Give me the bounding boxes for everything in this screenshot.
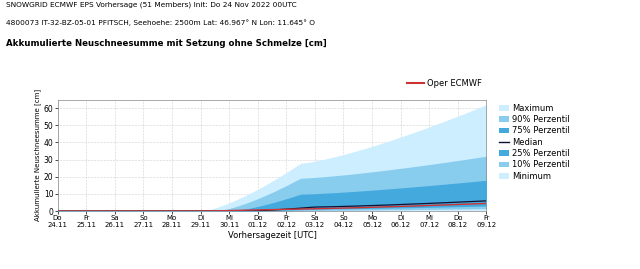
X-axis label: Vorhersagezeit [UTC]: Vorhersagezeit [UTC]	[228, 231, 316, 240]
Text: SNOWGRID ECMWF EPS Vorhersage (51 Members) Init: Do 24 Nov 2022 00UTC: SNOWGRID ECMWF EPS Vorhersage (51 Member…	[6, 1, 297, 8]
Text: 4800073 IT-32-BZ-05-01 PFITSCH, Seehoehe: 2500m Lat: 46.967° N Lon: 11.645° O: 4800073 IT-32-BZ-05-01 PFITSCH, Seehoehe…	[6, 19, 316, 26]
Y-axis label: Akkumulierte Neuschneesumme [cm]: Akkumulierte Neuschneesumme [cm]	[34, 89, 41, 221]
Text: Akkumulierte Neuschneesumme mit Setzung ohne Schmelze [cm]: Akkumulierte Neuschneesumme mit Setzung …	[6, 39, 327, 48]
Legend: Maximum, 90% Perzentil, 75% Perzentil, Median, 25% Perzentil, 10% Perzentil, Min: Maximum, 90% Perzentil, 75% Perzentil, M…	[499, 104, 570, 181]
